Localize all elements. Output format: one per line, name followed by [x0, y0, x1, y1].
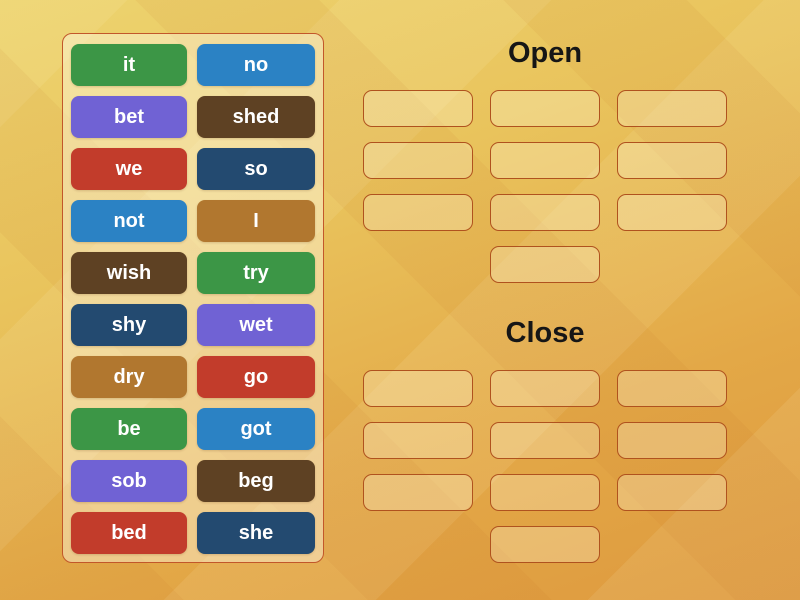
- empty-slot-close[interactable]: [363, 370, 473, 407]
- empty-slot-open[interactable]: [617, 142, 727, 179]
- word-tile-dry[interactable]: dry: [71, 356, 187, 398]
- empty-slot-close[interactable]: [617, 370, 727, 407]
- empty-slot-open[interactable]: [363, 142, 473, 179]
- empty-slot-open[interactable]: [363, 90, 473, 127]
- empty-slot-close[interactable]: [490, 474, 600, 511]
- word-tile-beg[interactable]: beg: [197, 460, 315, 502]
- group-close: Close: [363, 313, 727, 563]
- empty-slot-open[interactable]: [490, 142, 600, 179]
- word-tile-i[interactable]: I: [197, 200, 315, 242]
- group-title-close: Close: [505, 317, 585, 349]
- word-tile-no[interactable]: no: [197, 44, 315, 86]
- empty-slot-close[interactable]: [363, 474, 473, 511]
- word-tile-shy[interactable]: shy: [71, 304, 187, 346]
- empty-slot-close[interactable]: [617, 422, 727, 459]
- empty-slot-close[interactable]: [617, 474, 727, 511]
- word-tile-she[interactable]: she: [197, 512, 315, 554]
- empty-slot-close[interactable]: [363, 422, 473, 459]
- empty-slot-open[interactable]: [617, 194, 727, 231]
- word-tile-be[interactable]: be: [71, 408, 187, 450]
- empty-slot-open[interactable]: [363, 194, 473, 231]
- group-title-open: Open: [507, 37, 583, 69]
- word-tile-it[interactable]: it: [71, 44, 187, 86]
- group-open-slots: [363, 90, 727, 283]
- word-tile-wet[interactable]: wet: [197, 304, 315, 346]
- empty-slot-close[interactable]: [490, 370, 600, 407]
- word-tile-so[interactable]: so: [197, 148, 315, 190]
- empty-slot-open[interactable]: [617, 90, 727, 127]
- word-tile-got[interactable]: got: [197, 408, 315, 450]
- word-tile-we[interactable]: we: [71, 148, 187, 190]
- word-tile-not[interactable]: not: [71, 200, 187, 242]
- empty-slot-open[interactable]: [490, 194, 600, 231]
- word-tile-go[interactable]: go: [197, 356, 315, 398]
- word-tile-wish[interactable]: wish: [71, 252, 187, 294]
- word-tile-shed[interactable]: shed: [197, 96, 315, 138]
- empty-slot-open[interactable]: [490, 90, 600, 127]
- group-close-slots: [363, 370, 727, 563]
- word-tile-bet[interactable]: bet: [71, 96, 187, 138]
- empty-slot-close[interactable]: [490, 526, 600, 563]
- word-tile-bed[interactable]: bed: [71, 512, 187, 554]
- empty-slot-open[interactable]: [490, 246, 600, 283]
- empty-slot-close[interactable]: [490, 422, 600, 459]
- word-tile-sob[interactable]: sob: [71, 460, 187, 502]
- word-tile-try[interactable]: try: [197, 252, 315, 294]
- group-open: Open: [363, 33, 727, 283]
